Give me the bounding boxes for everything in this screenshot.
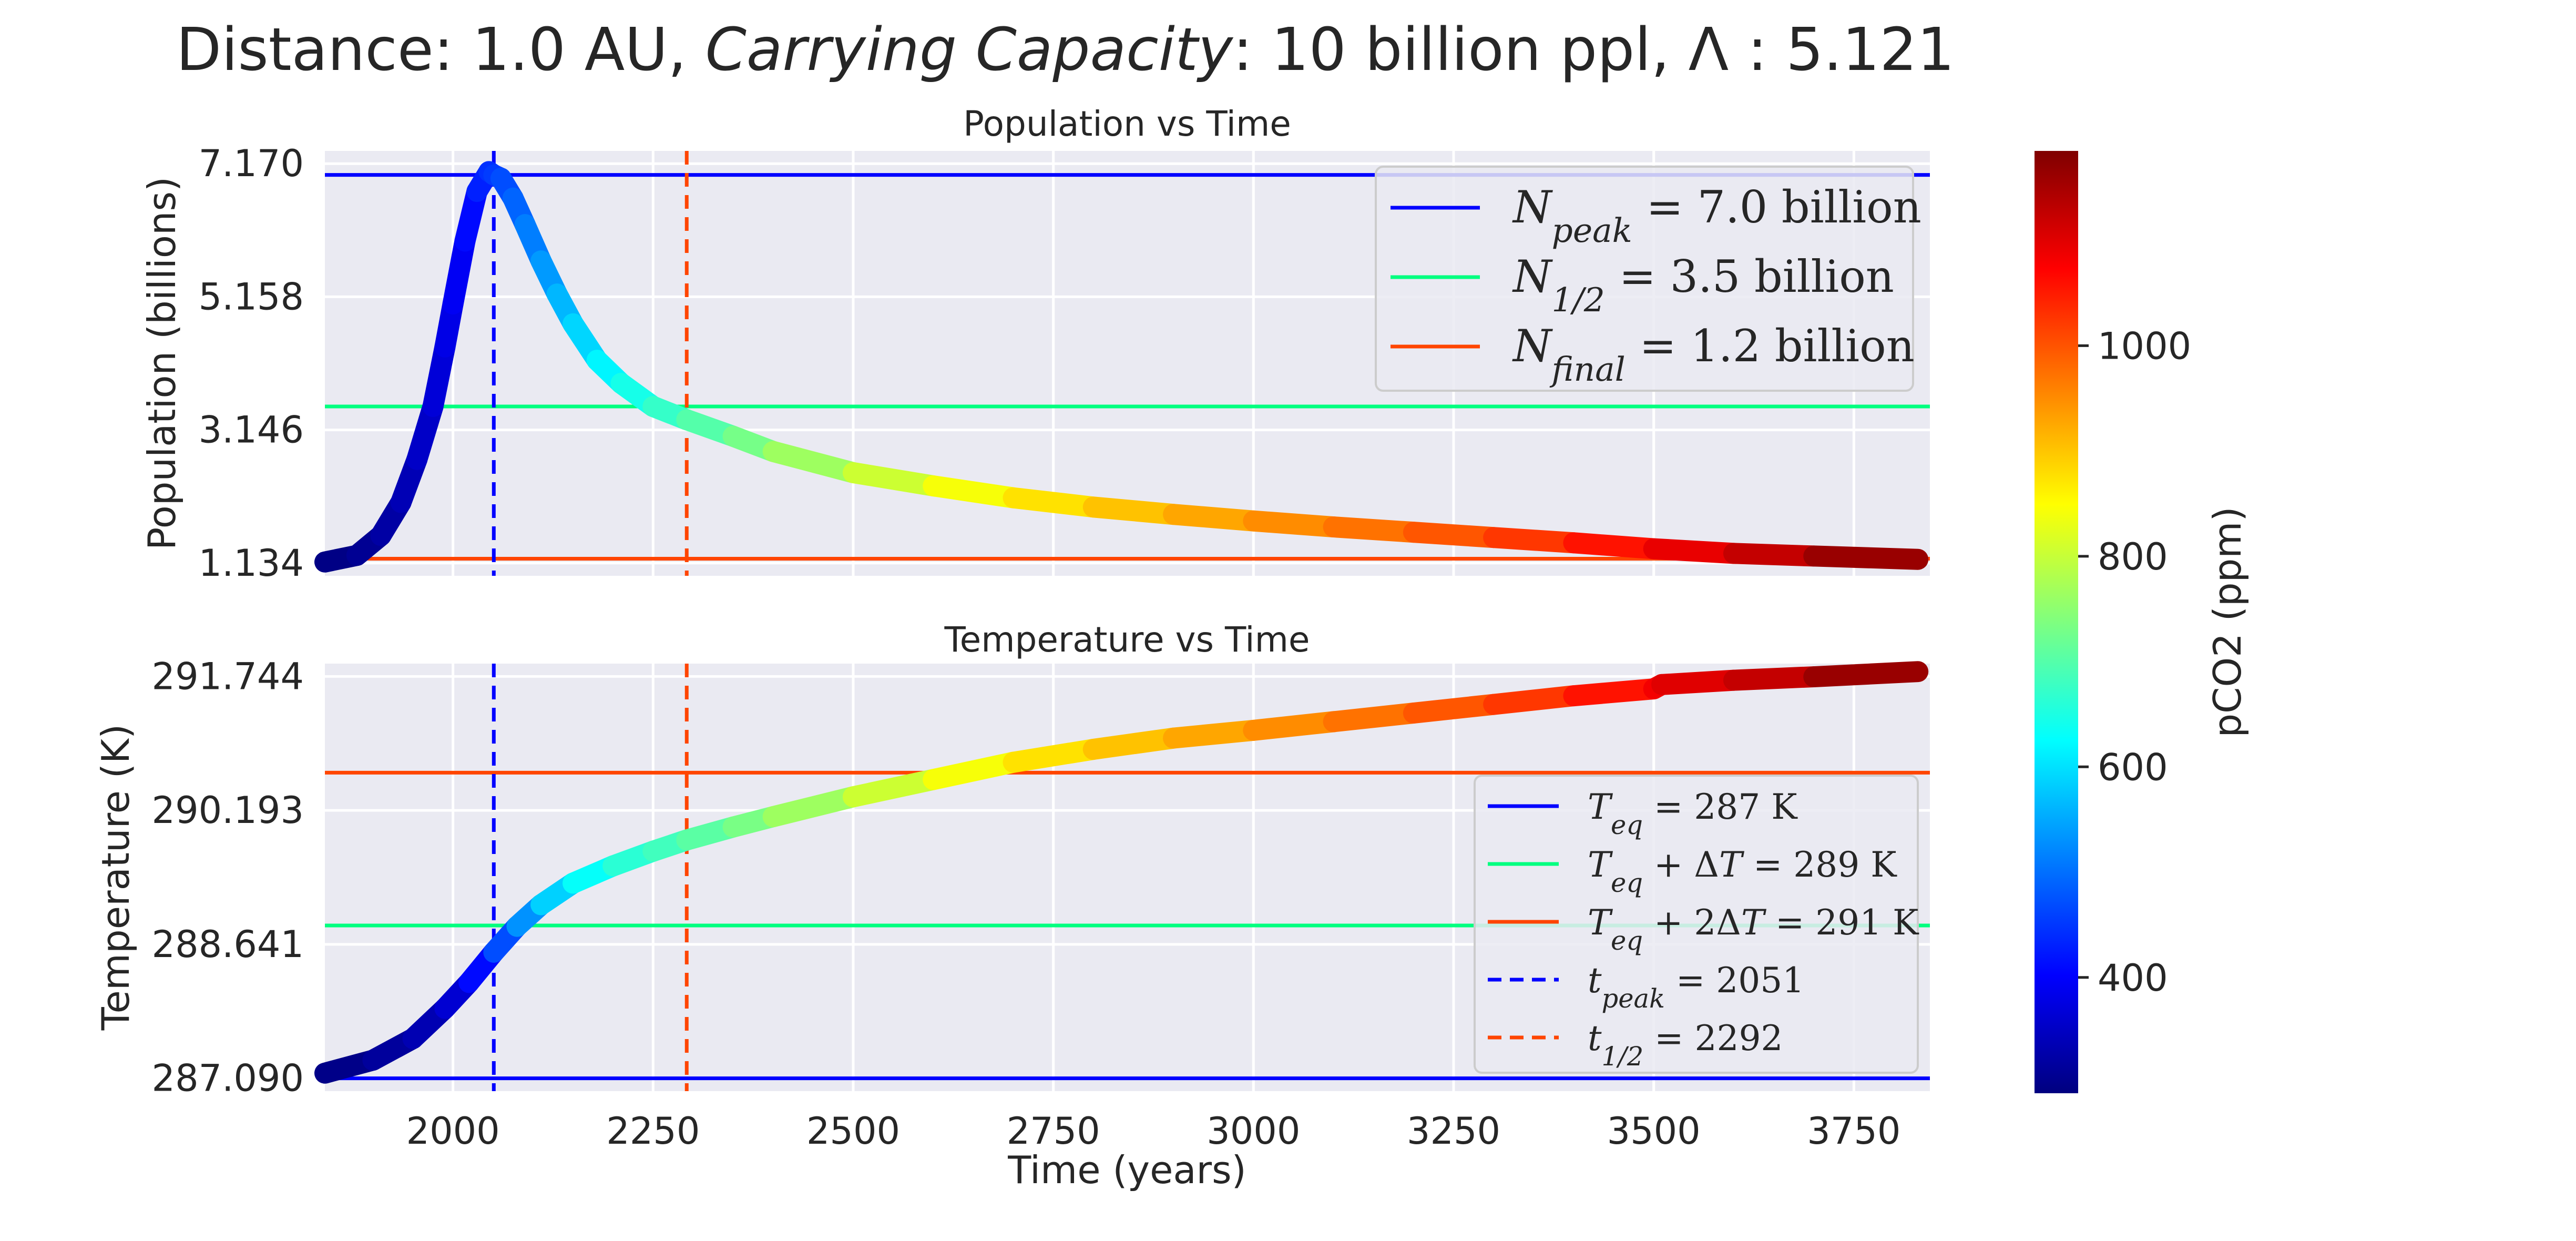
x-tick-label: 3000 [1207,1110,1300,1153]
legend-entry-label: Teq + 2ΔT = 291 K [1588,902,1919,956]
y-tick-label: 287.090 [152,1057,304,1100]
curve-segment [1723,543,1825,567]
curve-segment [1651,669,1744,695]
x-tick-label: 2000 [406,1110,500,1153]
legend-entry-label: Npeak = 7.0 billion [1512,181,1921,250]
y-tick-label: 5.158 [199,275,304,318]
curve-segment [1003,738,1104,773]
curve-segment [1323,703,1424,733]
population-curve [314,161,1929,573]
y-tick-label: 7.170 [199,142,304,185]
colorbar-tick-label: 800 [2098,535,2168,578]
curve-segment [1243,510,1344,538]
population-y-axis-label: Population (billions) [140,177,184,550]
legend-box [1375,166,1914,392]
temperature-curve [314,661,1929,1084]
x-tick-label: 3750 [1807,1110,1900,1153]
curve-segment [1723,666,1825,691]
colorbar-tick-label: 1000 [2098,324,2191,368]
colorbar-ticks: 400 600 800 1000 [2078,324,2191,1000]
colorbar-bar [2035,151,2078,1093]
curve-segment [923,751,1024,790]
time-x-tick-labels: 2000 2250 2500 2750 3000 3250 3500 3750 [406,1110,1901,1153]
x-tick-label: 2250 [606,1110,700,1153]
curve-segment [1483,527,1585,554]
curve-segment [1563,678,1664,707]
temperature-panel: Temperature vs Time 287.090 288.641 290.19… [94,619,1930,1192]
curve-segment [1803,545,1929,570]
y-tick-label: 291.744 [152,655,304,698]
curve-segment [1082,496,1184,525]
legend-entry-label: Nfinal = 1.2 billion [1512,320,1915,389]
curve-segment [1243,711,1344,741]
y-tick-label: 1.134 [199,542,304,585]
legend-entry-label: tpeak = 2051 [1588,960,1804,1014]
curve-segment [1082,727,1184,760]
colorbar-tick-label: 600 [2098,746,2168,789]
curve-segment [1643,538,1744,564]
temperature-chart-title: Temperature vs Time [944,619,1310,660]
legend-box [1474,775,1919,1074]
y-tick-label: 3.146 [199,409,304,452]
x-tick-label: 3250 [1407,1110,1500,1153]
y-tick-label: 290.193 [152,789,304,832]
colorbar-label: pCO2 (ppm) [2205,506,2250,737]
legend-entry-label: Teq = 287 K [1588,787,1798,840]
colorbar-tick-label: 400 [2098,957,2168,1000]
curve-segment [1483,685,1585,715]
curve-segment [762,786,864,828]
curve-segment [1563,532,1664,560]
curve-segment [442,230,476,315]
population-y-tick-labels: 1.134 3.146 5.158 7.170 [199,142,304,585]
population-chart-title: Population vs Time [963,104,1291,144]
temperature-time-markers [492,664,689,1091]
population-panel: Population vs Time 1.1343.1465.1587.170 … [140,104,1930,585]
figure-title: Distance: 1.0 AU, Carrying Capacity: 10 … [176,16,1955,84]
legend-entry-label: Teq + ΔT = 289 K [1588,845,1897,898]
curve-segment [842,769,944,808]
colorbar: 400 600 800 1000 pCO2 (ppm) [2035,151,2250,1093]
curve-segment [1003,487,1104,518]
population-time-markers [492,151,689,576]
curve-segment [1323,516,1424,543]
legend-entry-label: t1/2 = 2292 [1588,1018,1783,1072]
curve-segment [1163,719,1264,749]
temperature-y-axis-label: Temperature (K) [94,724,138,1031]
x-tick-label: 3500 [1607,1110,1701,1153]
curve-segment [923,475,1024,508]
curve-segment [1163,504,1264,532]
curve-segment [762,441,864,483]
curve-segment [1803,661,1929,688]
temperature-y-tick-labels: 287.090 288.641 290.193 291.744 [152,655,304,1100]
x-tick-label: 2750 [1007,1110,1100,1153]
x-tick-label: 2500 [806,1110,900,1153]
legend-entry-label: N1/2 = 3.5 billion [1512,251,1894,319]
y-tick-label: 288.641 [152,923,304,966]
curve-segment [842,462,944,497]
curve-segment [1403,522,1505,548]
time-x-axis-label: Time (years) [1007,1148,1246,1192]
curve-segment [1403,694,1505,724]
